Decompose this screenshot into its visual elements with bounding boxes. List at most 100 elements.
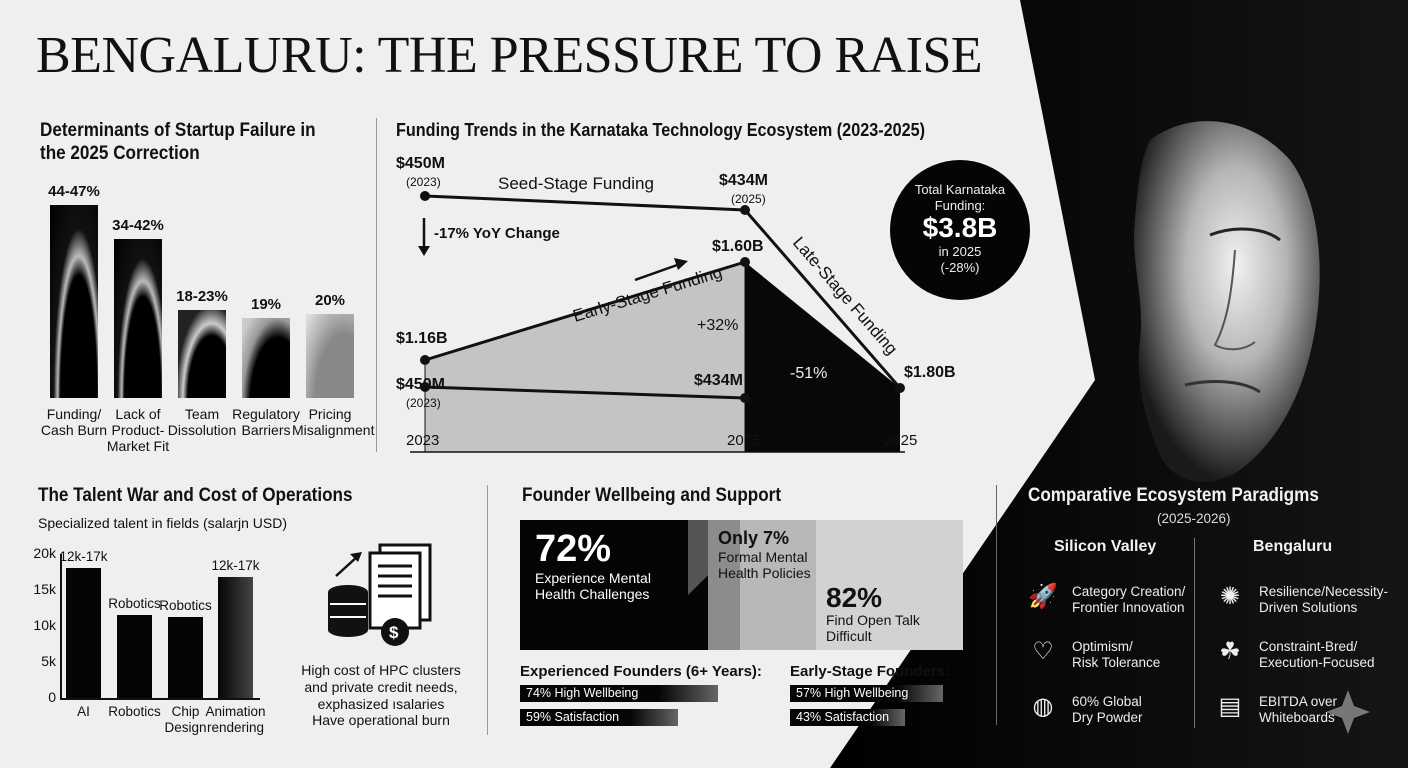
talent-bar <box>168 617 203 698</box>
failure-bar <box>306 314 354 398</box>
paradigms-title: Comparative Ecosystem Paradigms <box>1028 485 1319 506</box>
paradigm-item-line: Dry Powder <box>1072 710 1143 726</box>
seed-start-point <box>420 191 430 201</box>
talent-category: Animation rendering <box>198 704 273 735</box>
talent-category-line: rendering <box>206 719 265 735</box>
wellbeing-bar: 59% Satisfaction <box>520 709 678 726</box>
divider <box>376 118 377 452</box>
talent-category: AI <box>46 704 121 720</box>
paradigm-item-text: 60% Global Dry Powder <box>1072 694 1143 726</box>
talent-category: Robotics <box>97 704 172 720</box>
talent-title: The Talent War and Cost of Operations <box>38 485 353 506</box>
failure-title-line1: Determinants of Startup Failure in <box>40 120 316 141</box>
talent-category-line: Chip <box>171 704 200 719</box>
face-eye <box>1209 227 1281 242</box>
circle-line1: Total Karnataka <box>914 182 1006 197</box>
seed-start-year: (2023) <box>406 175 441 189</box>
seed-end-value: $434M <box>719 172 768 189</box>
talent-y-tick: 0 <box>48 689 56 705</box>
heart-handshake-icon: ♡ <box>1032 638 1054 665</box>
failure-category-line: Barriers <box>241 422 291 439</box>
early-start-value: $1.16B <box>396 330 448 347</box>
talent-bar-label: Robotics <box>108 596 161 612</box>
x-label-2025-late: 2025 <box>884 432 918 449</box>
base-start-value: $450M <box>396 376 445 393</box>
talent-x-axis <box>60 698 260 700</box>
talent-bar <box>218 577 253 698</box>
col-silicon-valley: Silicon Valley <box>1054 538 1157 555</box>
failure-category-line: Funding/ <box>46 406 102 422</box>
hand-sprout-icon: ☘ <box>1219 638 1241 665</box>
paradigm-item-line: Optimism/ <box>1072 639 1133 654</box>
failure-bar-label: 34-42% <box>112 216 164 234</box>
paradigm-item-line: Driven Solutions <box>1259 600 1358 616</box>
yoy-change: -17% YoY Change <box>434 225 560 242</box>
experienced-founders-title: Experienced Founders (6+ Years): <box>520 663 762 680</box>
hpc-note-line: and private credit needs, <box>304 678 458 695</box>
failure-category-line: Misalignment <box>292 422 375 439</box>
stat-block-7-shade <box>708 520 740 650</box>
base-end-point <box>740 393 750 403</box>
talent-category-line: Robotics <box>108 704 161 719</box>
stat2-value: Only 7% <box>718 528 790 548</box>
seed-stage-line <box>424 194 746 212</box>
failure-category: Regulatory Barriers <box>228 406 304 438</box>
failure-category-line: Product- <box>111 422 165 439</box>
total-funding-circle <box>890 160 1030 300</box>
down-arrow-head <box>418 246 430 256</box>
wellbeing-title: Founder Wellbeing and Support <box>522 485 782 506</box>
talent-category-line: AI <box>77 704 90 719</box>
paradigm-item-text: Constraint-Bred/Execution-Focused <box>1259 639 1375 671</box>
paradigm-item-line: Category Creation/ <box>1072 584 1186 599</box>
talent-bar-label: 12k-17k <box>59 549 108 565</box>
failure-category-line: Market Fit <box>106 438 170 455</box>
server-costs-icon: $ <box>328 543 432 646</box>
failure-category-line: Lack of <box>115 406 161 422</box>
late-change: -51% <box>790 365 828 382</box>
face-illustration <box>1133 121 1320 483</box>
talent-y-tick: 15k <box>33 581 56 597</box>
hpc-note-line: exphasized ısalaries <box>317 695 445 712</box>
talent-y-tick: 5k <box>41 653 56 669</box>
paradigm-item-line: Whiteboards <box>1259 710 1335 726</box>
failure-title: Determinants of Startup Failure in the 2… <box>40 120 316 166</box>
paradigm-item-text: EBITDA over Whiteboards <box>1259 694 1337 726</box>
failure-bar <box>50 205 98 398</box>
circle-line3: in 2025 <box>938 243 982 259</box>
failure-category: Pricing Misalignment <box>292 406 375 439</box>
early-peak-value: $1.60B <box>712 238 764 255</box>
base-end-value: $434M <box>694 372 743 389</box>
face-nose <box>1213 249 1256 351</box>
failure-category-line: Dissolution <box>167 422 237 439</box>
stat3-line2: Difficult <box>826 628 872 645</box>
talent-category-line: Design <box>164 719 207 735</box>
paradigm-item-line: Constraint-Bred/ <box>1259 639 1358 654</box>
stat1-value: 72% <box>535 528 612 570</box>
early-founders-title: Early-Stage Founders: <box>790 663 951 680</box>
failure-category: Funding/Cash Burn <box>36 406 112 438</box>
early-peak-point <box>740 257 750 267</box>
talent-y-tick: 20k <box>33 545 56 561</box>
talent-y-tick: 10k <box>33 617 56 633</box>
failure-bar <box>178 309 226 398</box>
paradigm-item-line: Frontier Innovation <box>1072 600 1185 616</box>
base-line <box>424 385 746 400</box>
stat3-line1: Find Open Talk <box>826 612 920 629</box>
wellbeing-bar: 57% High Wellbeing <box>790 685 943 702</box>
stat3: 82% Find Open Talk Difficult <box>826 583 920 645</box>
paradigm-item-line: Execution-Focused <box>1259 655 1375 671</box>
stat1-line1: Experience Mental <box>535 569 651 586</box>
stat1: 72% Experience Mental Health Challenges <box>535 528 651 602</box>
paradigm-item-line: 60% Global <box>1072 694 1142 709</box>
failure-bar-label: 44-47% <box>48 183 100 200</box>
talent-bar-label: Robotics <box>159 598 212 614</box>
paradigm-item-line: EBITDA over <box>1259 694 1338 709</box>
paradigm-item-text: Category Creation/Frontier Innovation <box>1072 584 1185 616</box>
stat1-line2: Health Challenges <box>535 585 650 602</box>
late-end-value: $1.80B <box>904 364 956 381</box>
failure-category: Team Dissolution <box>164 406 240 438</box>
paradigms-subtitle: (2025-2026) <box>1157 511 1231 526</box>
talent-subtitle: Specialized talent in fields (salarjn US… <box>38 515 287 531</box>
